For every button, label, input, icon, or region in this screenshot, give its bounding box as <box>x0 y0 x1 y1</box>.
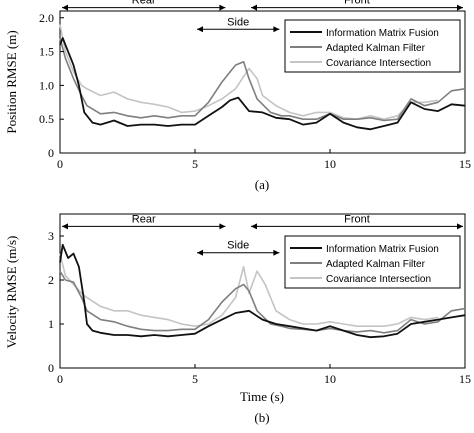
series-layer <box>59 24 466 131</box>
legend-label-imf: Information Matrix Fusion <box>326 244 439 255</box>
span-arrowhead-left-side <box>197 249 203 256</box>
x-tick-label: 0 <box>57 372 63 386</box>
y-axis-label: Position RMSE (m) <box>4 30 19 133</box>
plot-area-border <box>59 10 466 154</box>
span-label-rear: Rear <box>132 213 156 225</box>
legend-label-imf: Information Matrix Fusion <box>326 28 439 39</box>
panel-caption: (a) <box>255 177 269 192</box>
series-ci-line <box>59 253 439 328</box>
y-tick-label: 2 <box>48 273 54 287</box>
y-tick-label: 1.5 <box>39 45 54 59</box>
span-annotations: Rear Side Front <box>62 213 463 256</box>
series-akf-line <box>59 37 466 122</box>
series-imf-line <box>59 243 466 339</box>
series-layer <box>59 243 466 339</box>
series-imf-line <box>59 37 466 131</box>
x-tick-label: 0 <box>57 157 63 171</box>
legend-label-akf: Adapted Kalman Filter <box>326 259 426 270</box>
span-arrowhead-right-side <box>273 249 280 256</box>
y-tick-label: 3 <box>48 229 54 243</box>
chart-panel-b: Rear Side Front 0 5 10 15 0 1 2 3 Information Mat… <box>4 213 471 425</box>
span-arrowhead-right-side <box>273 26 280 33</box>
span-arrowhead-left-front <box>251 223 257 230</box>
span-label-rear: Rear <box>132 0 156 7</box>
axis-ticks: 0 5 10 15 0 1 2 3 <box>48 229 471 386</box>
y-tick-label: 2.0 <box>39 11 54 25</box>
span-label-side: Side <box>227 240 249 252</box>
legend-label-ci: Covariance Intersection <box>326 58 431 69</box>
span-arrowhead-right-front <box>457 4 463 11</box>
span-arrowhead-right-front <box>457 223 463 230</box>
y-tick-label: 0.5 <box>39 112 54 126</box>
span-label-front: Front <box>344 0 370 7</box>
span-label-front: Front <box>344 213 370 225</box>
plot-area-border <box>59 213 466 369</box>
span-annotations: Rear Side Front <box>62 0 463 33</box>
x-tick-label: 10 <box>324 157 336 171</box>
y-tick-label: 0 <box>48 146 54 160</box>
y-tick-label: 0 <box>48 361 54 375</box>
panel-caption: (b) <box>254 410 269 425</box>
y-tick-label: 1 <box>48 317 54 331</box>
legend-label-akf: Adapted Kalman Filter <box>326 43 426 54</box>
span-arrowhead-right-rear <box>219 4 226 11</box>
span-arrowhead-left-front <box>251 4 257 11</box>
y-axis-label: Velocity RMSE (m/s) <box>4 236 19 349</box>
chart-panel-a: Rear Side Front 0 5 10 15 0 0.5 1.0 1.5 2.0 Inform… <box>4 0 471 192</box>
span-arrowhead-right-rear <box>219 223 226 230</box>
x-tick-label: 15 <box>459 372 471 386</box>
x-tick-label: 5 <box>192 157 198 171</box>
x-axis-label: Time (s) <box>240 389 284 404</box>
axis-ticks: 0 5 10 15 0 0.5 1.0 1.5 2.0 <box>39 11 471 171</box>
legend: Information Matrix Fusion Adapted Kalman… <box>284 235 461 289</box>
legend: Information Matrix Fusion Adapted Kalman… <box>284 19 461 73</box>
x-tick-label: 10 <box>324 372 336 386</box>
span-arrowhead-left-side <box>197 26 203 33</box>
span-label-side: Side <box>227 16 249 28</box>
x-tick-label: 5 <box>192 372 198 386</box>
y-tick-label: 1.0 <box>39 78 54 92</box>
series-ci-line <box>59 24 439 120</box>
series-akf-line <box>59 270 466 334</box>
span-arrowhead-left-rear <box>62 223 68 230</box>
span-arrowhead-left-rear <box>62 4 68 11</box>
legend-label-ci: Covariance Intersection <box>326 274 431 285</box>
x-tick-label: 15 <box>459 157 471 171</box>
